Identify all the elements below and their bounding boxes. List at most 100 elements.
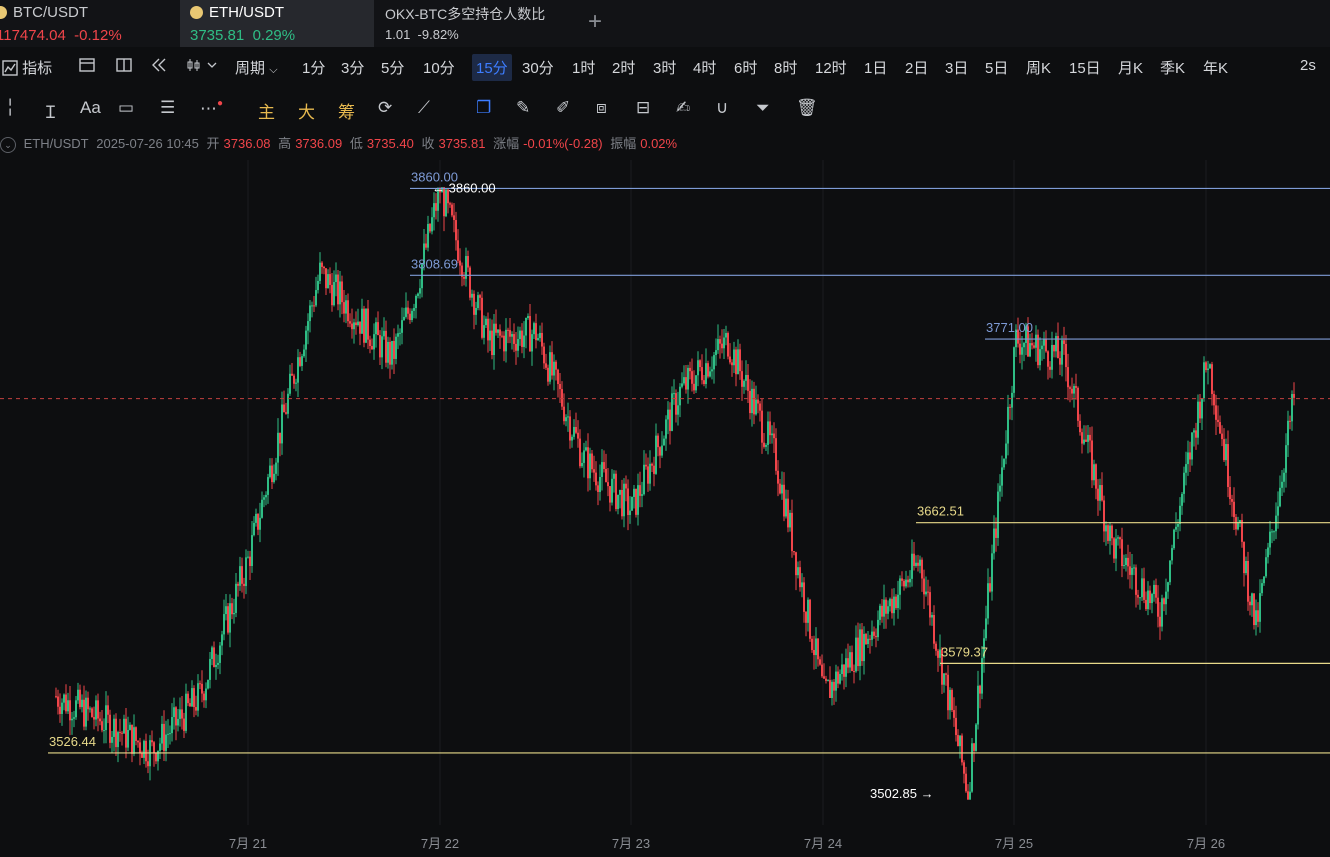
interval-0[interactable]: 1分 [302, 60, 326, 77]
candle-body-472 [999, 485, 1001, 492]
crosshair-icon[interactable]: ╎ [5, 98, 16, 117]
candle-body-548 [1151, 593, 1153, 604]
candle-body-462 [979, 685, 981, 694]
interval-1[interactable]: 3分 [341, 60, 365, 77]
candle-body-551 [1157, 597, 1159, 617]
magnet-icon[interactable]: ∪ [716, 98, 729, 117]
candle-body-56 [167, 733, 169, 735]
collapse-icon[interactable]: ⌄ [0, 137, 16, 153]
candle-body-1 [57, 696, 59, 707]
chips-chip[interactable]: 筹 [338, 103, 355, 122]
interval-13[interactable]: 1日 [864, 60, 888, 77]
big-chip[interactable]: 大 [298, 103, 315, 122]
interval-3[interactable]: 10分 [423, 60, 455, 77]
edit-icon[interactable]: ✍ [676, 98, 691, 117]
list-icon[interactable]: ☰ [160, 98, 176, 117]
rewind-icon[interactable] [150, 57, 168, 77]
candle-body-517 [1089, 434, 1091, 441]
period-dropdown[interactable]: 周期 ⌵ [235, 57, 278, 78]
candle-body-298 [651, 463, 653, 466]
candle-body-325 [705, 363, 707, 385]
font-icon[interactable]: Aa [80, 98, 101, 117]
split-view-icon[interactable] [115, 57, 133, 77]
layout-icon[interactable] [78, 57, 96, 77]
info-close: 3735.81 [438, 136, 486, 151]
candle-body-530 [1115, 538, 1117, 559]
interval-17[interactable]: 周K [1026, 60, 1052, 77]
candle-body-499 [1053, 345, 1055, 352]
add-tab-icon[interactable]: + [588, 8, 603, 35]
candle-body-453 [961, 735, 963, 763]
info-high: 3736.09 [295, 136, 343, 151]
candle-body-124 [303, 349, 305, 357]
candle-body-485 [1025, 326, 1027, 343]
interval-21[interactable]: 年K [1203, 60, 1229, 77]
interval-18[interactable]: 15日 [1069, 60, 1101, 77]
lock-icon[interactable]: ⊟ [636, 98, 651, 117]
tab-eth-usdt[interactable]: ETH/USDT 3735.81 0.29% [180, 0, 374, 47]
tab-btc-usdt[interactable]: BTC/USDT 117474.04 -0.12% [0, 0, 176, 47]
interval-16[interactable]: 5日 [985, 60, 1009, 77]
candle-body-128 [311, 305, 313, 307]
interval-12[interactable]: 12时 [815, 60, 847, 77]
interval-5[interactable]: 30分 [522, 60, 554, 77]
candle-body-27 [109, 714, 111, 743]
candle-body-296 [647, 466, 649, 484]
candle-body-415 [885, 599, 887, 614]
candle-body-157 [369, 339, 371, 347]
interval-10[interactable]: 6时 [734, 60, 758, 77]
interval-8[interactable]: 3时 [653, 60, 677, 77]
candle-body-609 [1273, 531, 1275, 533]
interval-4[interactable]: 15分 [472, 54, 512, 81]
candle-body-569 [1193, 430, 1195, 433]
candle-body-619 [1293, 394, 1295, 398]
candles-icon[interactable]: ⧈ [596, 98, 607, 117]
candle-body-338 [731, 362, 733, 366]
candle-body-434 [923, 578, 925, 595]
ruler-icon[interactable]: ▭ [118, 98, 135, 117]
candle-body-177 [409, 313, 411, 321]
copy-icon[interactable]: ❐ [476, 98, 492, 117]
candle-body-421 [897, 594, 899, 609]
refresh-rate[interactable]: 2s [1300, 57, 1316, 74]
interval-9[interactable]: 4时 [693, 60, 717, 77]
transform-icon[interactable]: ⟳ [378, 98, 393, 117]
pencil-icon[interactable]: ✎ [516, 98, 531, 117]
candle-body-90 [235, 583, 237, 613]
candle-body-371 [797, 567, 799, 576]
more-icon[interactable]: ⋯● [200, 98, 224, 118]
filter-icon[interactable]: ⏷ [756, 98, 770, 117]
candle-body-554 [1163, 598, 1165, 605]
candle-body-354 [763, 442, 765, 447]
highlighter-icon[interactable]: ✐ [556, 98, 571, 117]
candle-body-122 [299, 357, 301, 366]
interval-15[interactable]: 3日 [945, 60, 969, 77]
interval-7[interactable]: 2时 [612, 60, 636, 77]
interval-2[interactable]: 5分 [381, 60, 405, 77]
candle-body-284 [623, 483, 625, 517]
chart-type-dropdown[interactable] [186, 57, 218, 77]
text-cursor-icon[interactable]: Ｉ [42, 103, 59, 122]
trend-line-icon[interactable]: ⟋ [418, 98, 430, 117]
interval-11[interactable]: 8时 [774, 60, 798, 77]
tab-btc-change: -0.12% [74, 27, 122, 44]
x-tick-label-4: 7月 25 [995, 836, 1033, 851]
candle-body-547 [1149, 590, 1151, 604]
interval-14[interactable]: 2日 [905, 60, 929, 77]
candle-body-358 [771, 433, 773, 436]
candle-body-170 [395, 336, 397, 359]
candle-body-144 [343, 302, 345, 314]
candle-body-458 [971, 743, 973, 792]
candle-body-304 [663, 438, 665, 446]
interval-20[interactable]: 季K [1160, 60, 1186, 77]
indicator-button[interactable]: 指标 [2, 57, 52, 78]
indicator-label: 指标 [22, 60, 53, 77]
interval-6[interactable]: 1时 [572, 60, 596, 77]
interval-19[interactable]: 月K [1118, 60, 1144, 77]
tab-okx-ratio[interactable]: OKX-BTC多空持仓人数比 1.01 -9.82% [385, 0, 575, 47]
main-chip[interactable]: 主 [258, 103, 275, 122]
candle-body-107 [269, 465, 271, 478]
candle-body-561 [1177, 524, 1179, 527]
trash-icon[interactable]: 🗑 [796, 98, 818, 117]
